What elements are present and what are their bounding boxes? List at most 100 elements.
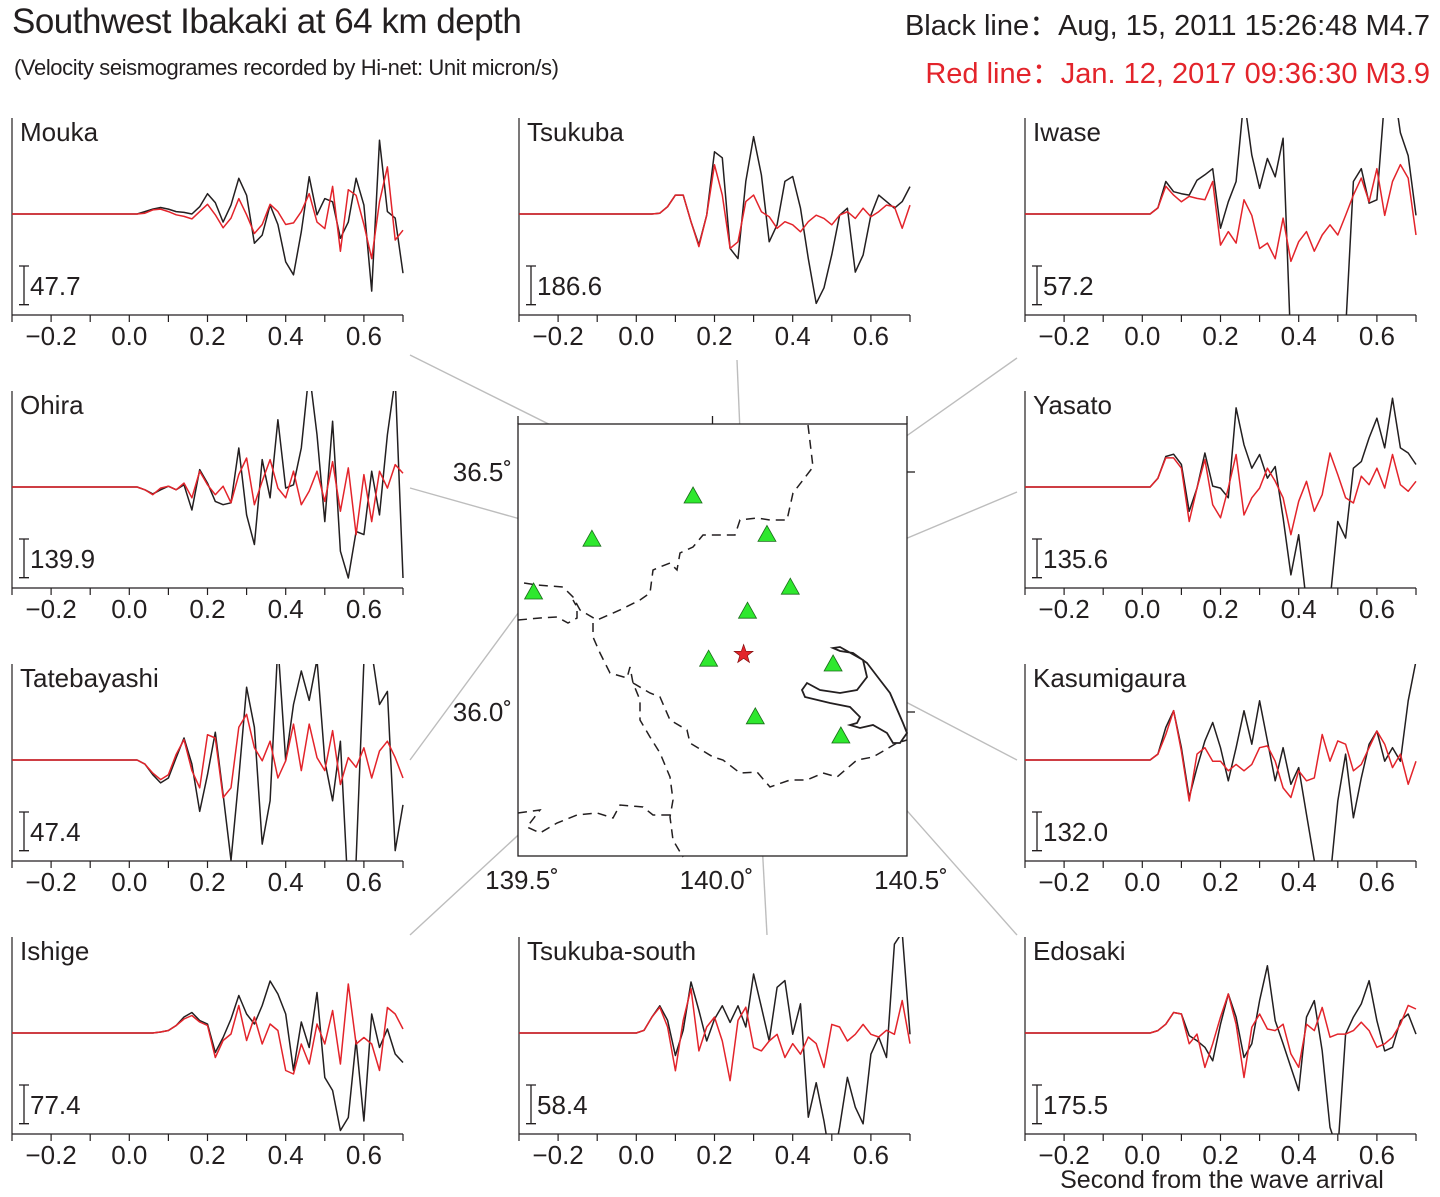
x-tick-label: 0.6 — [346, 321, 382, 351]
x-tick-label: 0.4 — [268, 594, 304, 624]
red-trace-ohira — [12, 457, 404, 536]
station-name: Ishige — [20, 936, 89, 966]
x-tick-label: 0.2 — [696, 1140, 732, 1170]
station-name: Tatebayashi — [20, 663, 159, 693]
x-tick-label: −0.2 — [532, 321, 583, 351]
x-tick-label: 0.4 — [1281, 1140, 1317, 1170]
x-tick-label: 0.4 — [1281, 594, 1317, 624]
x-tick-label: 0.2 — [189, 594, 225, 624]
station-triangle-icon-tatebayashi — [523, 582, 544, 600]
station-triangle-icon-iwase — [757, 524, 777, 542]
scale-bar — [1032, 1084, 1042, 1125]
figure-subtitle: (Velocity seismogrames recorded by Hi-ne… — [14, 55, 559, 80]
x-tick-label: −0.2 — [532, 1140, 583, 1170]
legend-black-line: Black line：Aug, 15, 2011 15:26:48 M4.7 — [904, 10, 1430, 42]
scale-bar-label: 135.6 — [1043, 544, 1108, 574]
black-trace-yasato — [1025, 397, 1417, 588]
prefecture-boundaries — [517, 424, 908, 858]
red-trace-yasato — [1025, 452, 1417, 536]
boundary-line — [517, 599, 578, 624]
x-tick-label: 0.6 — [1359, 321, 1395, 351]
scale-bar — [19, 265, 29, 306]
map-lat-tick-label: 36.5˚ — [453, 457, 512, 487]
station-triangle-icon-tsukuba — [737, 601, 758, 619]
station-name: Edosaki — [1033, 936, 1126, 966]
station-triangle-icon-ohira — [582, 529, 602, 547]
x-tick-label: 0.2 — [189, 321, 225, 351]
seismogram-panels: −0.2 0.0 0.2 0.4 0.6 Mouka 47.7 −0.2 0.0 0.2 0.4 0.… — [11, 117, 1417, 1170]
black-trace-edosaki — [1025, 964, 1417, 1134]
legend-red-line: Red line：Jan. 12, 2017 09:36:30 M3.9 — [925, 58, 1430, 90]
map-lon-tick-label: 140.0˚ — [680, 865, 754, 895]
seismogram-panel-kasumigaura: −0.2 0.0 0.2 0.4 0.6 Kasumigaura 132.0 — [1024, 663, 1417, 897]
station-triangle-icon-ishige — [698, 649, 719, 667]
map-frame — [517, 423, 908, 857]
station-triangle-icon-kasumigaura — [823, 654, 843, 672]
red-trace-mouka — [12, 166, 404, 260]
x-tick-label: 0.0 — [111, 867, 147, 897]
seismogram-panel-iwase: −0.2 0.0 0.2 0.4 0.6 Iwase 57.2 — [1024, 117, 1417, 351]
x-tick-label: 0.2 — [189, 1140, 225, 1170]
scale-bar-label: 132.0 — [1043, 817, 1108, 847]
seismogram-panel-yasato: −0.2 0.0 0.2 0.4 0.6 Yasato 135.6 — [1024, 390, 1417, 624]
x-tick-label: 0.2 — [189, 867, 225, 897]
red-trace-tatebayashi — [12, 713, 404, 799]
connector-line-tatebayashi — [409, 591, 535, 761]
station-triangle-icon-mouka — [683, 486, 703, 504]
x-tick-label: 0.2 — [1202, 867, 1238, 897]
x-tick-label: −0.2 — [1038, 867, 1089, 897]
scale-bar-label: 57.2 — [1043, 271, 1094, 301]
x-tick-label: 0.6 — [346, 594, 382, 624]
station-name: Yasato — [1033, 390, 1112, 420]
scale-bar-label: 58.4 — [537, 1090, 588, 1120]
x-tick-label: 0.6 — [853, 1140, 889, 1170]
boundary-line — [592, 623, 684, 858]
x-tick-label: 0.0 — [618, 1140, 654, 1170]
seismogram-panel-tsukuba: −0.2 0.0 0.2 0.4 0.6 Tsukuba 186.6 — [518, 117, 911, 351]
x-tick-label: 0.2 — [696, 321, 732, 351]
station-name: Tsukuba-south — [527, 936, 696, 966]
red-trace-iwase — [1025, 163, 1417, 263]
station-markers — [523, 486, 851, 744]
x-tick-label: 0.6 — [1359, 867, 1395, 897]
x-tick-label: 0.6 — [1359, 1140, 1395, 1170]
x-tick-label: 0.0 — [1124, 321, 1160, 351]
scale-bar-label: 47.4 — [30, 817, 81, 847]
map-lon-tick-label: 139.5˚ — [485, 865, 559, 895]
seismogram-panel-tatebayashi: −0.2 0.0 0.2 0.4 0.6 Tatebayashi 47.4 — [11, 663, 404, 897]
seismogram-panel-edosaki: −0.2 0.0 0.2 0.4 0.6 Edosaki 175.5 — [1024, 936, 1417, 1170]
x-tick-label: −0.2 — [25, 321, 76, 351]
scale-bar — [19, 538, 29, 579]
black-trace-mouka — [12, 139, 404, 292]
red-trace-kasumigaura — [1025, 709, 1417, 802]
scale-bar-label: 47.7 — [30, 271, 81, 301]
x-tick-label: 0.4 — [268, 321, 304, 351]
x-tick-label: 0.6 — [853, 321, 889, 351]
boundary-line — [517, 424, 814, 621]
x-tick-label: 0.4 — [1281, 321, 1317, 351]
x-tick-label: 0.0 — [1124, 867, 1160, 897]
x-tick-label: 0.0 — [1124, 594, 1160, 624]
scale-bar — [1032, 538, 1042, 579]
seismogram-panel-ishige: −0.2 0.0 0.2 0.4 0.6 Ishige 77.4 — [11, 936, 404, 1170]
x-tick-label: 0.0 — [111, 321, 147, 351]
epicenter-star-icon — [733, 643, 754, 664]
scale-bar — [526, 265, 536, 306]
map-lat-tick-label: 36.0˚ — [453, 697, 512, 727]
x-tick-label: −0.2 — [1038, 1140, 1089, 1170]
black-trace-tsukuba-south — [519, 937, 911, 1134]
x-tick-label: 0.0 — [111, 1140, 147, 1170]
scale-bar-label: 186.6 — [537, 271, 602, 301]
x-tick-label: −0.2 — [1038, 594, 1089, 624]
scale-bar — [526, 1084, 536, 1125]
x-tick-label: 0.4 — [1281, 867, 1317, 897]
red-trace-ishige — [12, 983, 404, 1075]
station-name: Ohira — [20, 390, 84, 420]
x-tick-label: −0.2 — [25, 1140, 76, 1170]
x-tick-label: 0.2 — [1202, 594, 1238, 624]
x-tick-label: 0.0 — [111, 594, 147, 624]
station-name: Kasumigaura — [1033, 663, 1187, 693]
scale-bar — [19, 811, 29, 852]
station-triangle-icon-tsukuba-south — [745, 706, 765, 725]
